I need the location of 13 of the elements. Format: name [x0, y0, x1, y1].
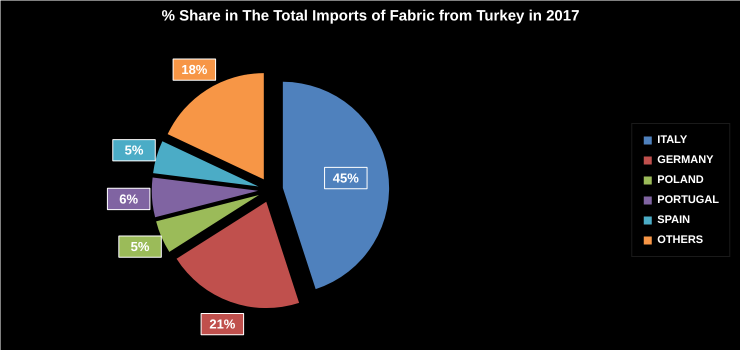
legend-label: ITALY [657, 134, 688, 146]
legend-label: GERMANY [657, 154, 714, 166]
data-label: 5% [124, 142, 144, 158]
legend-label: POLAND [657, 174, 704, 186]
data-label: 5% [130, 239, 150, 254]
data-label: 45% [332, 170, 360, 186]
legend-label: PORTUGAL [657, 194, 719, 206]
legend-label: SPAIN [657, 214, 690, 226]
data-label: 18% [181, 62, 208, 78]
chart-title: % Share in The Total Imports of Fabric from Turkey in 2017 [162, 8, 580, 24]
data-label: 21% [209, 316, 236, 332]
data-label: 6% [119, 191, 138, 206]
legend-label: OTHERS [657, 234, 704, 246]
